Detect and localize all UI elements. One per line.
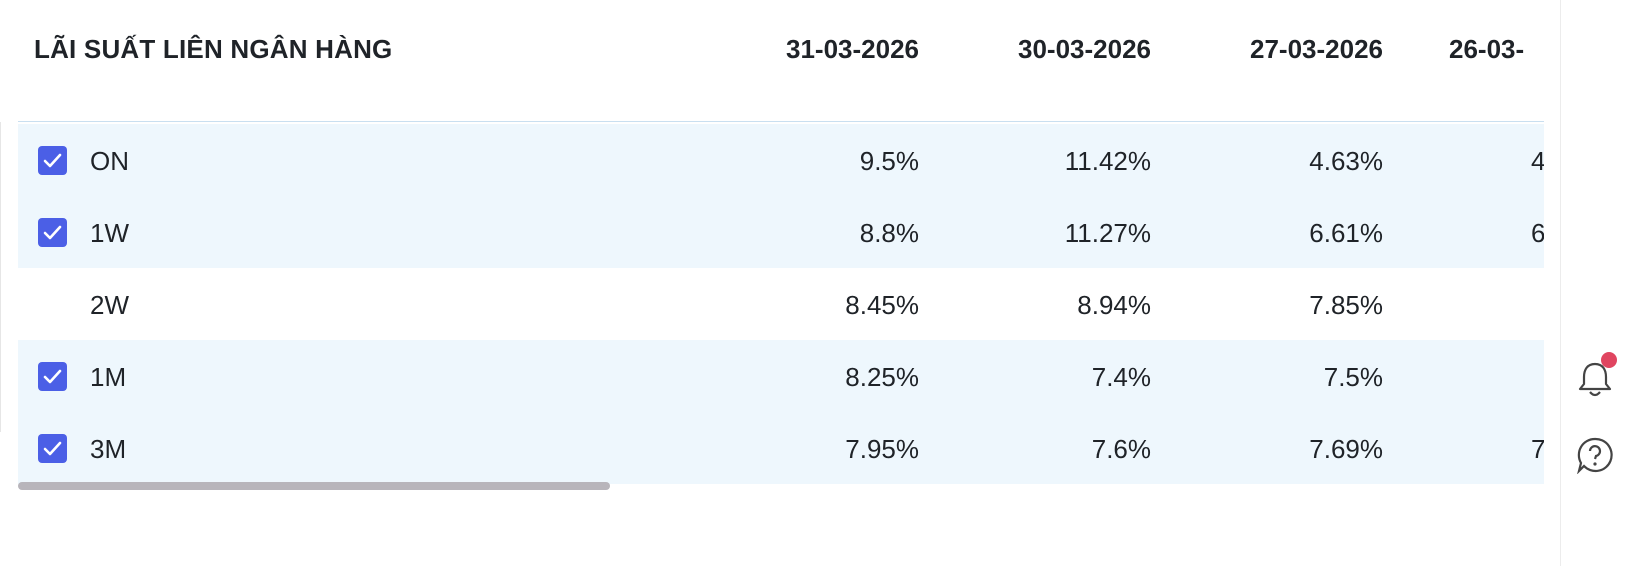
row-checkbox[interactable] (38, 218, 67, 247)
table-row: ON 9.5% 11.42% 4.63% 4 (18, 124, 1544, 196)
check-mark (43, 441, 62, 456)
rate-cell: 8.25% (845, 362, 919, 392)
rate-cell: 7.95% (845, 434, 919, 464)
rate-cell: 7 (1531, 434, 1544, 464)
table-row: 1W 8.8% 11.27% 6.61% 6 (18, 196, 1544, 268)
row-label: 3M (90, 434, 127, 464)
row-label: 1M (90, 362, 127, 392)
left-border (0, 122, 1, 432)
column-header: 31-03-2026 (786, 34, 919, 64)
row-label: 2W (90, 290, 129, 320)
rate-cell: 9.5% (859, 146, 919, 176)
column-header: 27-03-2026 (1250, 34, 1383, 64)
header-divider (18, 121, 1544, 122)
table-row: 3M 7.95% 7.6% 7.69% 7 (18, 412, 1544, 484)
sidebar (1560, 0, 1625, 566)
rate-cell: 7.5% (1323, 362, 1383, 392)
row-checkbox[interactable] (38, 362, 67, 391)
rate-cell: 4 (1531, 146, 1544, 176)
help-icon[interactable] (1576, 436, 1614, 474)
rate-cell: 7.69% (1309, 434, 1383, 464)
row-checkbox[interactable] (38, 146, 67, 175)
row-checkbox[interactable] (38, 434, 67, 463)
rate-cell: 8.8% (859, 218, 919, 248)
rate-cell: 6.61% (1309, 218, 1383, 248)
row-label: ON (90, 146, 129, 176)
check-mark (43, 369, 62, 384)
column-header: 26-03- (1449, 34, 1525, 64)
column-header: 30-03-2026 (1018, 34, 1151, 64)
scrollbar[interactable] (18, 482, 610, 490)
check-mark (43, 153, 62, 168)
rate-cell: 4.63% (1309, 146, 1383, 176)
rate-table: 31-03-2026 30-03-2026 27-03-2026 26-03- ON 9.… (18, 0, 1544, 500)
table-row: 2W 8.45% 8.94% 7.85% (18, 268, 1544, 340)
rate-cell: 7.6% (1091, 434, 1151, 464)
check-mark (43, 225, 62, 240)
rate-cell: 8.45% (845, 290, 919, 320)
table-title: LÃI SUẤT LIÊN NGÂN HÀNG (34, 34, 393, 64)
rate-cell: 8.94% (1077, 290, 1151, 320)
rate-cell: 11.27% (1064, 218, 1151, 248)
rate-cell: 7.4% (1091, 362, 1151, 392)
rate-cell: 11.42% (1064, 146, 1151, 176)
rate-cell: 7.85% (1309, 290, 1383, 320)
row-label: 1W (90, 218, 129, 248)
table-row: 1M 8.25% 7.4% 7.5% (18, 340, 1544, 412)
notification-icon[interactable] (1575, 352, 1625, 398)
rate-cell: 6 (1531, 218, 1544, 248)
